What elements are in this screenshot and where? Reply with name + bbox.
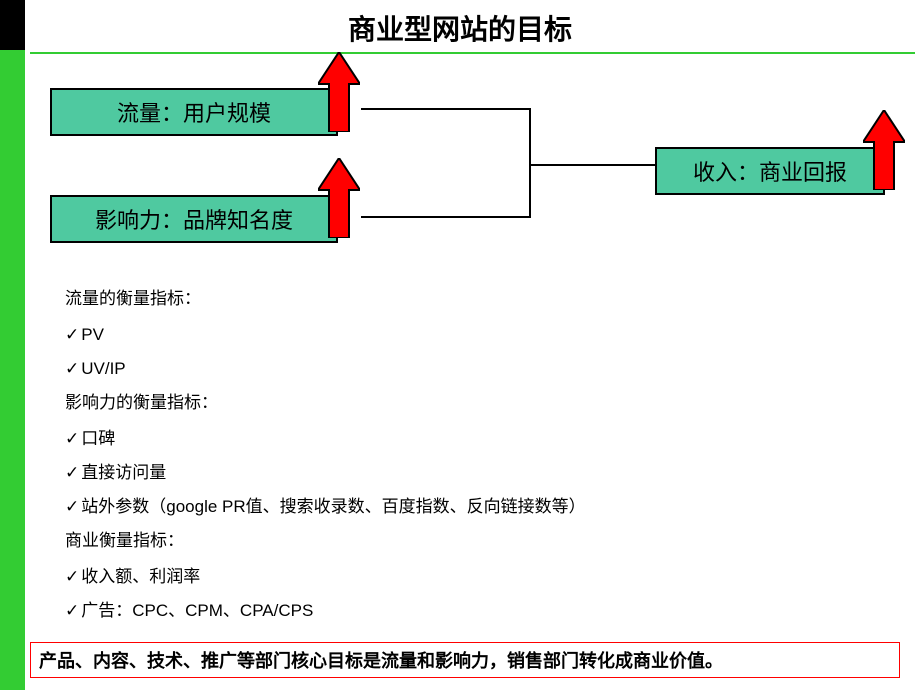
list-item: 站外参数（google PR值、搜索收录数、百度指数、反向链接数等） xyxy=(65,490,586,524)
box-traffic: 流量：用户规模 xyxy=(50,88,338,136)
side-stripe-green xyxy=(0,50,25,690)
box-revenue: 收入：商业回报 xyxy=(655,147,885,195)
connector-line xyxy=(361,108,531,110)
list-item: PV xyxy=(65,318,586,352)
connector-line xyxy=(529,108,531,218)
title-underline xyxy=(30,52,915,54)
list-item: 直接访问量 xyxy=(65,456,586,490)
connector-line xyxy=(531,164,655,166)
up-arrow-icon xyxy=(318,52,360,132)
metrics-list: 流量的衡量指标： PV UV/IP 影响力的衡量指标： 口碑 直接访问量 站外参… xyxy=(65,282,586,628)
list-item: 口碑 xyxy=(65,422,586,456)
list-item: 收入额、利润率 xyxy=(65,560,586,594)
list-item: 广告：CPC、CPM、CPA/CPS xyxy=(65,594,586,628)
footer-note: 产品、内容、技术、推广等部门核心目标是流量和影响力，销售部门转化成商业价值。 xyxy=(30,642,900,678)
metrics-header-traffic: 流量的衡量指标： xyxy=(65,282,586,316)
metrics-header-business: 商业衡量指标： xyxy=(65,524,586,558)
up-arrow-icon xyxy=(863,110,905,190)
box-influence: 影响力：品牌知名度 xyxy=(50,195,338,243)
content-area: 流量：用户规模 影响力：品牌知名度 收入：商业回报 流量的衡量指标： PV UV… xyxy=(45,60,910,690)
list-item: UV/IP xyxy=(65,352,586,386)
up-arrow-icon xyxy=(318,158,360,238)
page-title: 商业型网站的目标 xyxy=(0,8,920,48)
connector-line xyxy=(361,216,531,218)
metrics-header-influence: 影响力的衡量指标： xyxy=(65,386,586,420)
diagram: 流量：用户规模 影响力：品牌知名度 收入：商业回报 xyxy=(45,60,910,260)
